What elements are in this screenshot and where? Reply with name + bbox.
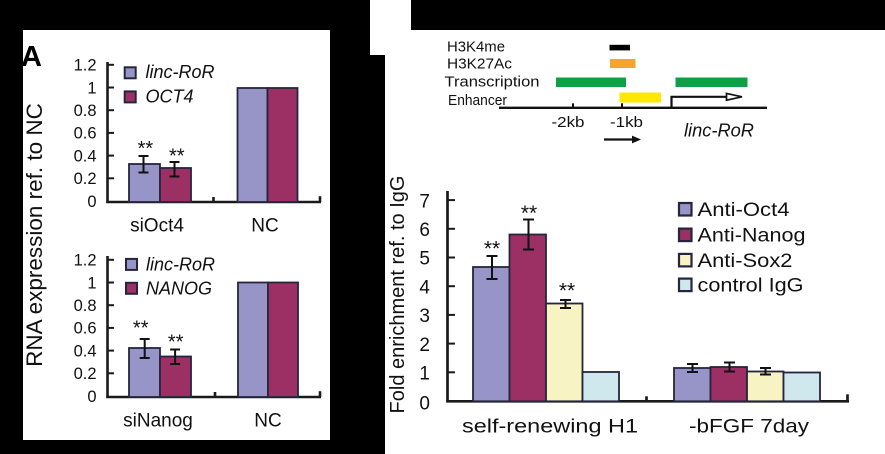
svg-text:-2kb: -2kb [552,114,585,131]
svg-text:5: 5 [419,249,430,270]
svg-text:-bFGF 7day: -bFGF 7day [689,416,809,438]
svg-text:**: ** [484,238,500,261]
svg-text:1: 1 [419,364,430,385]
svg-text:linc-RoR: linc-RoR [146,255,215,275]
svg-text:RNA expression ref. to NC: RNA expression ref. to NC [22,103,47,367]
svg-text:H3K4me: H3K4me [447,38,505,55]
svg-text:0: 0 [87,193,96,211]
svg-text:siOct4: siOct4 [130,216,184,237]
svg-text:Enhancer: Enhancer [448,92,507,109]
svg-text:1: 1 [87,274,96,292]
svg-text:control IgG: control IgG [698,276,804,297]
svg-text:NC: NC [251,216,278,237]
svg-text:Anti-Sox2: Anti-Sox2 [698,251,793,272]
svg-text:A: A [21,41,42,73]
svg-text:Anti-Nanog: Anti-Nanog [698,226,806,247]
svg-text:7: 7 [419,191,430,212]
svg-text:0.6: 0.6 [74,320,97,338]
svg-text:3: 3 [419,306,430,327]
svg-text:**: ** [168,332,184,354]
svg-text:Fold enrichment ref. to IgG: Fold enrichment ref. to IgG [387,176,409,414]
svg-text:0.6: 0.6 [74,125,97,143]
svg-text:**: ** [169,146,185,168]
svg-text:1.2: 1.2 [74,57,97,75]
svg-text:1: 1 [87,79,96,97]
svg-text:0.2: 0.2 [74,170,97,188]
svg-text:6: 6 [419,220,430,241]
svg-text:**: ** [133,318,149,340]
svg-text:0.4: 0.4 [74,147,97,165]
svg-text:NANOG: NANOG [146,279,212,299]
svg-text:-1kb: -1kb [610,114,643,131]
svg-text:self-renewing H1: self-renewing H1 [462,416,638,438]
svg-text:linc-RoR: linc-RoR [146,62,215,82]
svg-text:Anti-Oct4: Anti-Oct4 [698,200,790,221]
svg-text:1.2: 1.2 [74,252,97,270]
svg-text:**: ** [559,280,575,303]
svg-text:0.4: 0.4 [74,342,97,360]
svg-text:0.8: 0.8 [74,297,97,315]
svg-text:0.2: 0.2 [74,365,97,383]
svg-text:4: 4 [419,277,430,298]
svg-text:OCT4: OCT4 [146,86,194,106]
svg-text:Transcription: Transcription [445,73,540,90]
svg-text:**: ** [521,202,537,225]
svg-text:H3K27Ac: H3K27Ac [447,56,513,73]
svg-text:0: 0 [419,394,430,415]
svg-text:linc-RoR: linc-RoR [684,120,754,141]
svg-text:siNanog: siNanog [123,411,193,432]
svg-text:2: 2 [419,335,430,356]
svg-text:**: ** [138,138,154,160]
svg-text:0: 0 [87,388,96,406]
svg-text:NC: NC [254,411,281,432]
svg-text:0.8: 0.8 [74,102,97,120]
